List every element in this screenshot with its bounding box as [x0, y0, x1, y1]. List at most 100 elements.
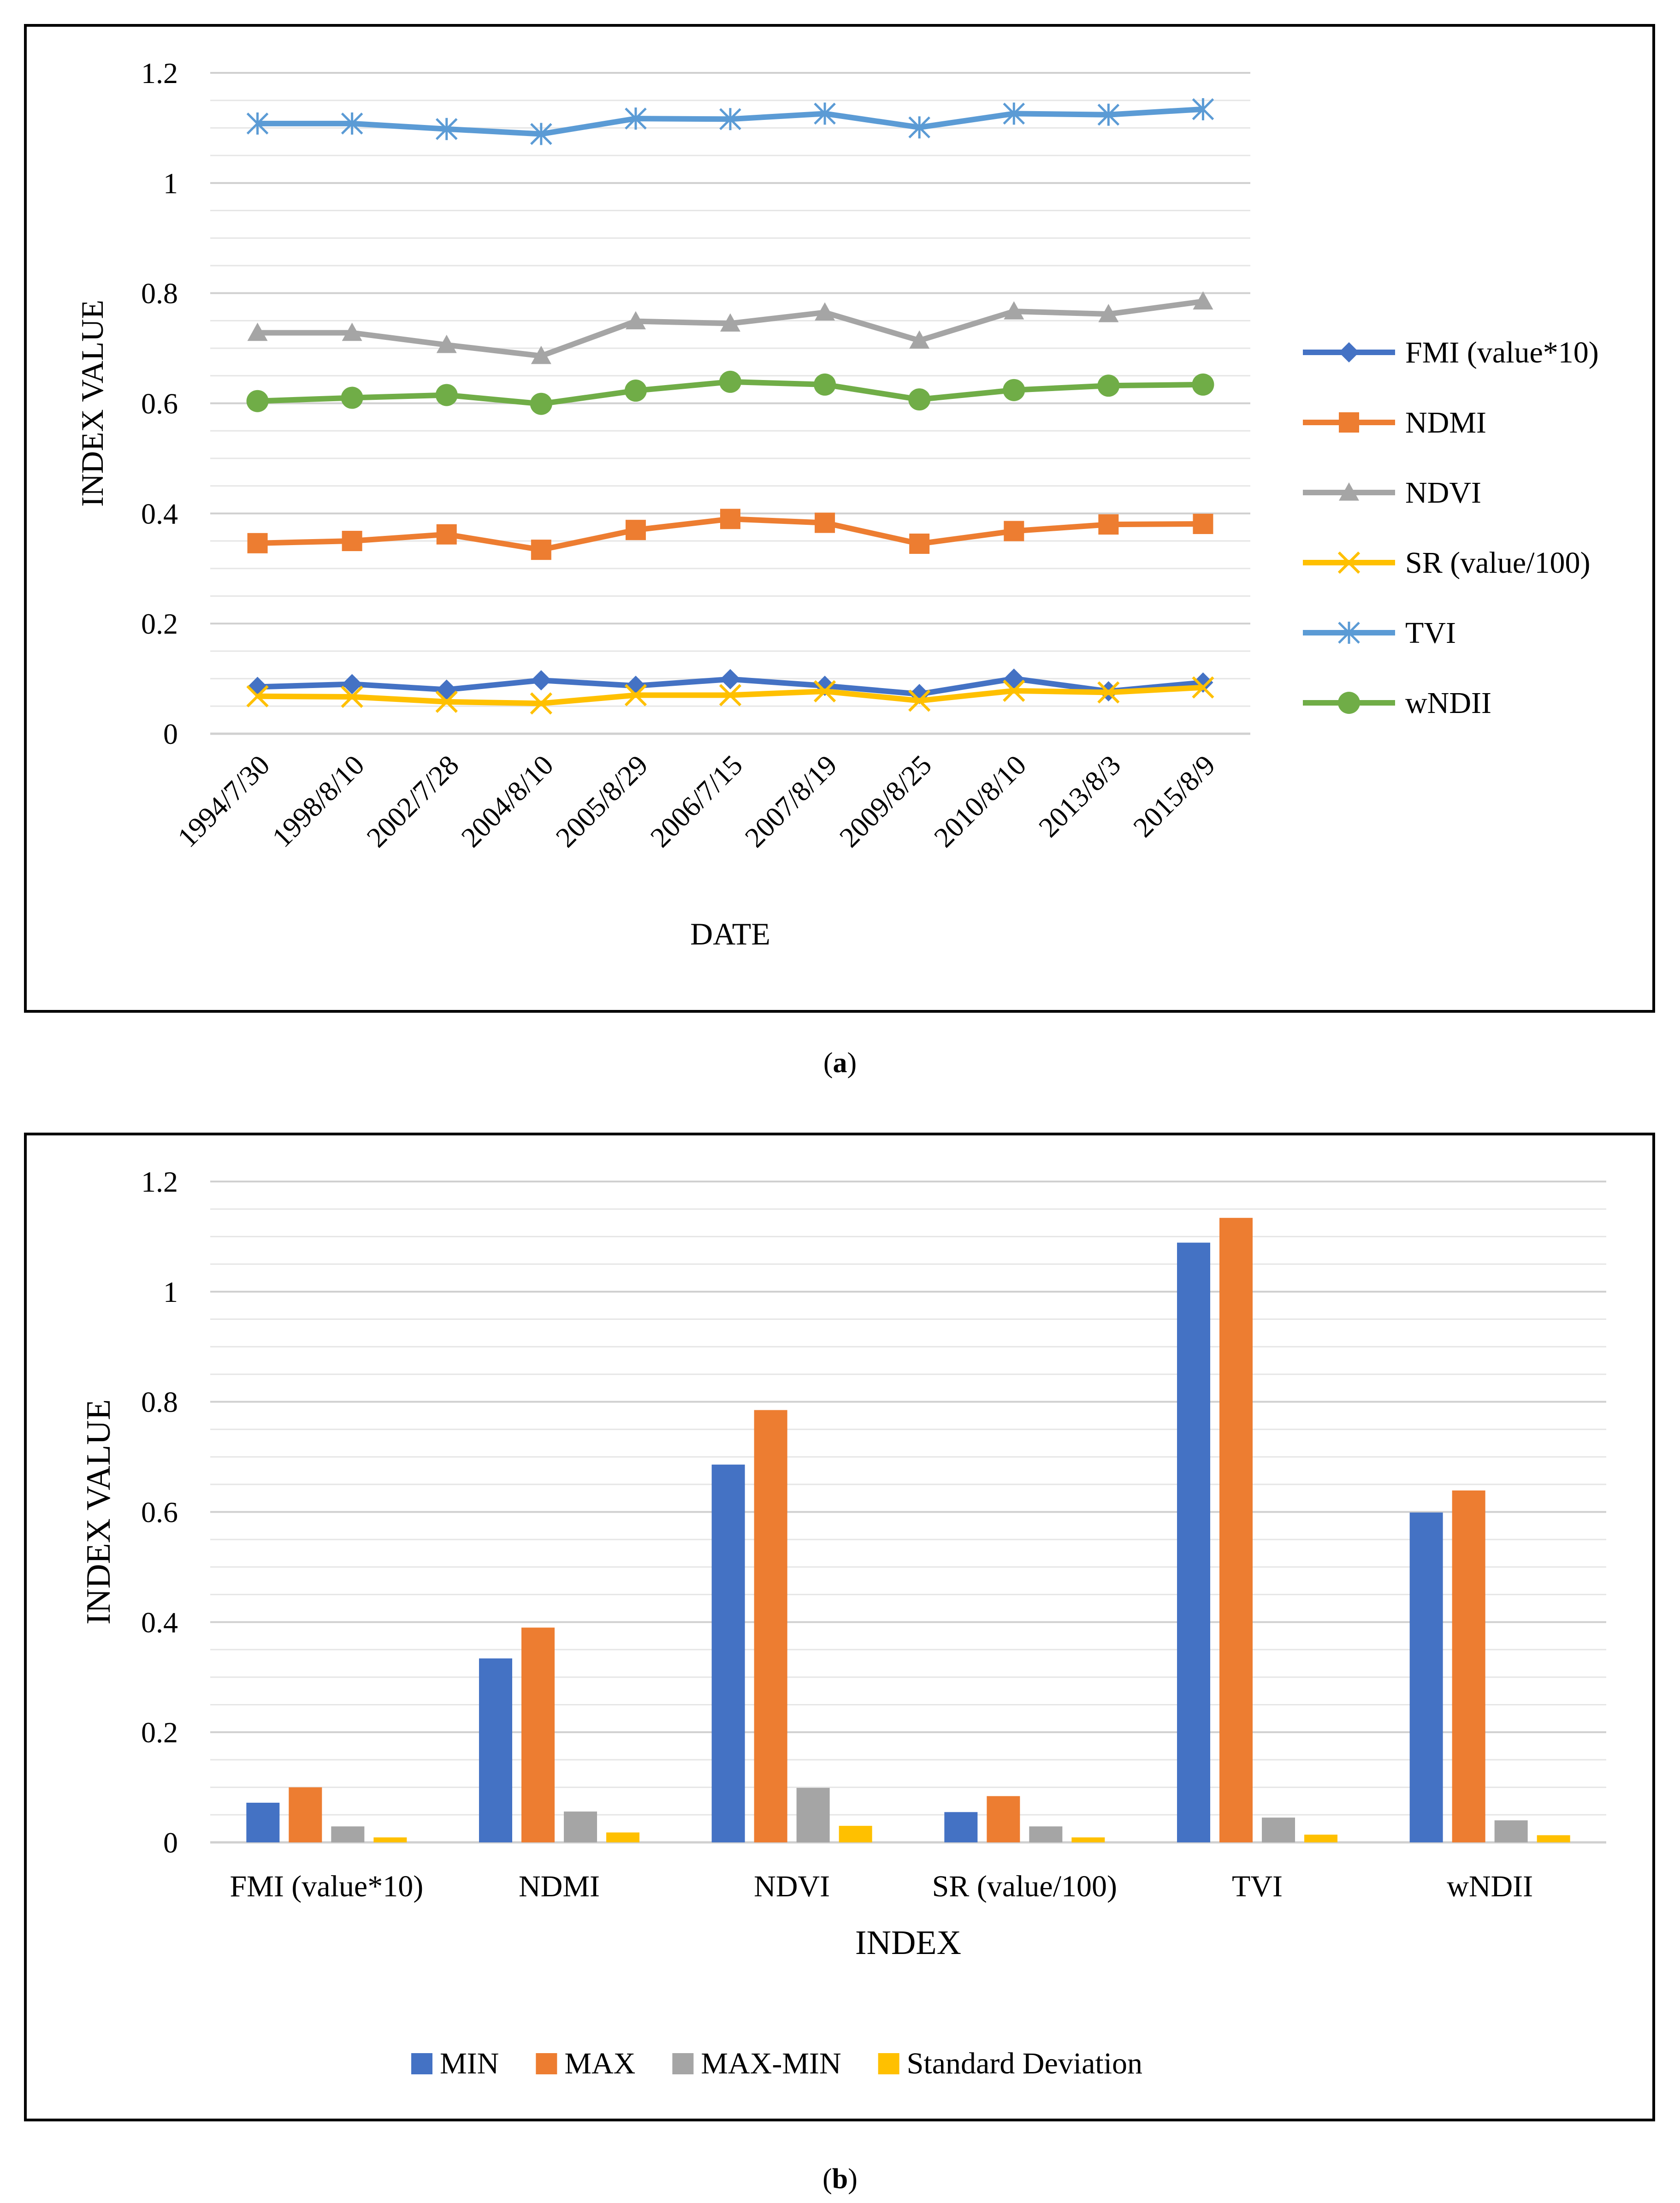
diamond-marker	[1339, 342, 1359, 362]
x-marker	[246, 685, 269, 707]
circle-marker	[719, 370, 741, 393]
circle-marker	[1097, 374, 1120, 397]
legend-item: MIN	[411, 2047, 499, 2080]
bar	[1537, 1835, 1570, 1842]
x-marker	[435, 690, 458, 713]
legend-swatch	[411, 2053, 432, 2074]
bar	[1452, 1490, 1485, 1842]
bar	[839, 1826, 872, 1842]
series-ndmi	[247, 509, 1213, 560]
asterisk-marker	[814, 102, 836, 125]
bar	[944, 1812, 978, 1842]
x-marker	[1003, 679, 1025, 702]
triangle-marker	[909, 330, 930, 349]
bar	[1219, 1217, 1253, 1842]
y-axis-title: INDEX VALUE	[75, 300, 110, 507]
circle-marker	[435, 384, 458, 406]
legend-label: wNDII	[1405, 686, 1491, 720]
asterisk-marker	[1003, 102, 1025, 125]
triangle-marker	[247, 322, 268, 341]
bar	[1177, 1242, 1210, 1842]
asterisk-marker	[246, 112, 269, 135]
bar	[521, 1627, 555, 1842]
x-tick-label: 2015/8/9	[1127, 749, 1221, 843]
y-tick-label: 0.2	[141, 1716, 178, 1749]
legend-label: NDVI	[1405, 476, 1481, 510]
y-tick-label: 0.4	[141, 497, 178, 530]
y-tick-label: 0.2	[141, 607, 178, 640]
x-marker	[908, 689, 931, 712]
bar	[1304, 1835, 1337, 1842]
bar	[1029, 1826, 1063, 1842]
asterisk-marker	[435, 118, 458, 140]
y-tick-label: 1	[163, 167, 178, 200]
square-marker	[1193, 514, 1213, 534]
circle-marker	[908, 388, 931, 411]
bar	[331, 1826, 365, 1842]
x-tick-label: 2004/8/10	[455, 749, 560, 854]
x-tick-label: 2006/7/15	[645, 749, 749, 854]
legend-label: MAX-MIN	[701, 2047, 841, 2080]
triangle-marker	[1339, 482, 1359, 501]
legend-label: Standard Deviation	[907, 2047, 1142, 2080]
caption-a-letter: a	[833, 1047, 847, 1079]
triangle-marker	[436, 334, 457, 353]
bar	[1409, 1512, 1443, 1842]
legend-item: Standard Deviation	[878, 2047, 1142, 2080]
series-min	[246, 1242, 1443, 1842]
x-marker	[719, 684, 742, 707]
triangle-marker	[1193, 291, 1213, 310]
bar	[289, 1787, 322, 1842]
square-marker	[1098, 514, 1119, 535]
x-tick-label: wNDII	[1447, 1870, 1533, 1903]
bar	[564, 1811, 597, 1842]
x-axis-title: DATE	[690, 916, 770, 951]
circle-marker	[1338, 692, 1360, 714]
x-tick-label: SR (value/100)	[932, 1870, 1117, 1903]
legend-item: NDMI	[1303, 406, 1486, 439]
legend-label: FMI (value*10)	[1405, 336, 1599, 369]
legend-swatch	[878, 2053, 899, 2074]
triangle-marker	[1004, 301, 1024, 320]
x-tick-label: 2005/8/29	[550, 749, 654, 854]
y-tick-label: 0	[163, 718, 178, 750]
x-marker	[530, 692, 552, 715]
legend-item: MAX-MIN	[672, 2047, 841, 2080]
bar-chart: 0 0.2 0.4 0.6 0.8 1 1.2 FMI (value*10) NDMI NDVI S…	[80, 1165, 1606, 2080]
square-marker	[1339, 412, 1359, 433]
series-wndii	[246, 370, 1214, 415]
y-tick-label: 0.4	[141, 1606, 178, 1639]
y-tick-label: 0.6	[141, 387, 178, 420]
diamond-marker	[436, 679, 457, 700]
bar	[246, 1803, 280, 1842]
triangle-marker	[1098, 304, 1119, 322]
square-marker	[342, 531, 362, 552]
y-tick-label: 1	[163, 1276, 178, 1308]
x-tick-label: 2007/8/19	[739, 749, 843, 854]
bar	[754, 1410, 787, 1842]
circle-marker	[246, 390, 269, 412]
bar	[479, 1658, 512, 1842]
bar	[711, 1464, 745, 1842]
series-standard-deviation	[373, 1826, 1570, 1842]
caption-a: (a)	[823, 1047, 857, 1079]
triangle-marker	[531, 345, 551, 364]
legend: FMI (value*10) NDMI NDVI SR (value/100) TVI w…	[1303, 336, 1599, 720]
asterisk-marker	[341, 112, 363, 135]
square-marker	[815, 512, 835, 533]
legend: MIN MAX MAX-MIN Standard Deviation	[411, 2047, 1142, 2080]
legend-swatch	[536, 2053, 557, 2074]
diamond-marker	[342, 674, 362, 695]
square-marker	[909, 534, 930, 554]
square-marker	[1004, 521, 1024, 541]
square-marker	[247, 533, 268, 553]
circle-marker	[624, 380, 647, 402]
x-tick-label: 2010/8/10	[928, 749, 1032, 854]
x-marker	[1337, 551, 1361, 574]
legend-swatch	[672, 2053, 694, 2074]
asterisk-marker	[530, 123, 552, 145]
x-marker	[624, 684, 647, 707]
bar	[373, 1837, 407, 1842]
asterisk-marker	[1338, 622, 1360, 644]
x-tick-label: TVI	[1232, 1870, 1283, 1903]
